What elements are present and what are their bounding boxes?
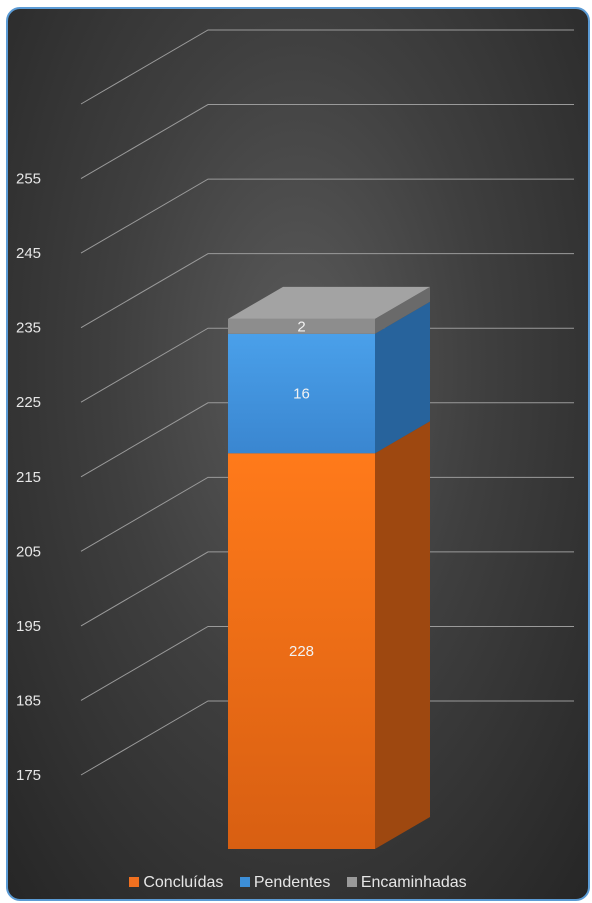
legend-item-concluidas: Concluídas <box>129 874 223 892</box>
bar-side-concluídas <box>375 421 430 849</box>
gridline <box>80 700 574 776</box>
legend-label: Concluídas <box>143 874 224 891</box>
data-label-pendentes: 16 <box>293 386 310 403</box>
gridline <box>80 104 574 179</box>
y-tick-label: 235 <box>16 320 41 337</box>
legend-label: Pendentes <box>253 874 331 891</box>
data-label-concluídas: 228 <box>289 643 314 660</box>
legend-item-encaminhadas: Encaminhadas <box>346 874 467 892</box>
y-tick-label: 195 <box>16 618 41 635</box>
y-tick-label: 175 <box>16 767 41 784</box>
bar-side-encaminhadas <box>375 286 430 334</box>
legend: Concluídas Pendentes Encaminhadas <box>8 874 588 892</box>
bar-segment-concluídas <box>228 453 375 849</box>
bar-segment-encaminhadas <box>228 318 375 334</box>
legend-swatch-encaminhadas <box>346 877 357 887</box>
gridline <box>80 551 574 627</box>
gridline <box>80 476 574 552</box>
y-tick-label: 255 <box>16 171 41 188</box>
y-axis: 175 185 195 205 215 225 235 245 255 <box>16 171 41 784</box>
legend-swatch-concluidas <box>129 877 140 887</box>
gridline <box>80 625 574 701</box>
stacked-3d-bar-chart: 175 185 195 205 215 225 235 245 255 228 16 2 <box>16 29 574 849</box>
bar-segment-pendentes <box>228 333 375 454</box>
y-tick-label: 185 <box>16 692 41 709</box>
y-tick-label: 205 <box>16 543 41 560</box>
bar-side-pendentes <box>375 301 430 454</box>
y-tick-label: 215 <box>16 469 41 486</box>
legend-item-pendentes: Pendentes <box>239 874 331 892</box>
gridline <box>80 178 574 254</box>
chart-frame: 175 185 195 205 215 225 235 245 255 228 16 2 Concl… <box>6 7 590 901</box>
gridline <box>80 327 574 403</box>
legend-label: Encaminhadas <box>360 874 467 891</box>
y-tick-label: 245 <box>16 245 41 262</box>
data-labels: 228 16 2 <box>289 318 314 660</box>
grid-layer <box>80 29 574 776</box>
gridline <box>80 253 574 329</box>
legend-swatch-pendentes <box>239 877 250 887</box>
gridline <box>80 29 574 105</box>
data-label-encaminhadas: 2 <box>297 318 305 335</box>
gridline <box>80 402 574 478</box>
bar-top-cap <box>228 286 430 319</box>
bar-layer <box>228 286 430 849</box>
y-tick-label: 225 <box>16 394 41 411</box>
